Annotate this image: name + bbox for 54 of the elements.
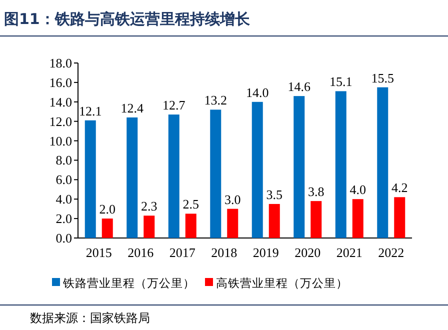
- bar: [252, 102, 263, 238]
- bar: [168, 114, 180, 238]
- bar: [185, 214, 196, 238]
- bar: [268, 204, 280, 238]
- data-label: 14.0: [246, 84, 269, 100]
- chart-title: 图11：铁路与高铁运营里程持续增长: [4, 10, 251, 28]
- bar: [335, 91, 346, 238]
- data-label: 15.1: [330, 74, 352, 90]
- y-tick-label: 14.0: [49, 94, 72, 110]
- legend-label: 铁路营业里程（万公里）: [62, 276, 195, 290]
- bar: [102, 218, 113, 238]
- bar: [84, 120, 96, 238]
- data-label: 12.1: [79, 103, 102, 118]
- y-tick-label: 18.0: [49, 56, 72, 70]
- source-note: 数据来源：国家铁路局: [30, 311, 150, 325]
- x-tick-label: 2018: [211, 245, 238, 260]
- data-label: 12.7: [162, 98, 186, 113]
- bar: [394, 197, 406, 238]
- data-label: 2.3: [141, 198, 158, 214]
- x-tick-label: 2019: [252, 245, 279, 260]
- bar: [126, 117, 138, 238]
- bar: [377, 87, 388, 238]
- bar: [294, 96, 305, 238]
- bar: [227, 208, 238, 238]
- bar: [144, 216, 155, 238]
- data-label: 15.5: [371, 70, 394, 86]
- bar: [310, 201, 322, 238]
- data-label: 14.6: [288, 79, 311, 94]
- x-tick-label: 2016: [128, 245, 154, 260]
- legend-label: 高铁营业里程（万公里）: [216, 276, 348, 290]
- x-tick-label: 2017: [169, 245, 196, 260]
- y-tick-label: 6.0: [56, 172, 72, 188]
- data-label: 12.4: [120, 100, 144, 116]
- y-tick-label: 4.0: [56, 192, 72, 207]
- y-tick-label: 8.0: [56, 152, 72, 168]
- data-label: 3.5: [266, 186, 282, 202]
- x-tick-label: 2022: [378, 245, 404, 260]
- x-tick-label: 2020: [294, 245, 321, 260]
- bar: [210, 110, 222, 238]
- data-label: 2.0: [99, 202, 116, 217]
- data-label: 2.5: [182, 196, 199, 212]
- data-label: 13.2: [204, 92, 227, 108]
- y-tick-label: 0.0: [56, 230, 72, 246]
- data-label: 4.0: [350, 182, 366, 198]
- y-tick-label: 10.0: [49, 133, 72, 148]
- data-label: 3.8: [308, 184, 324, 200]
- x-tick-label: 2015: [86, 245, 112, 260]
- y-tick-label: 2.0: [56, 211, 72, 226]
- y-tick-label: 16.0: [49, 74, 72, 90]
- x-tick-label: 2021: [336, 245, 362, 260]
- y-tick-label: 12.0: [49, 114, 72, 129]
- data-label: 4.2: [392, 180, 408, 196]
- bar: [352, 199, 364, 238]
- data-label: 3.0: [224, 192, 241, 207]
